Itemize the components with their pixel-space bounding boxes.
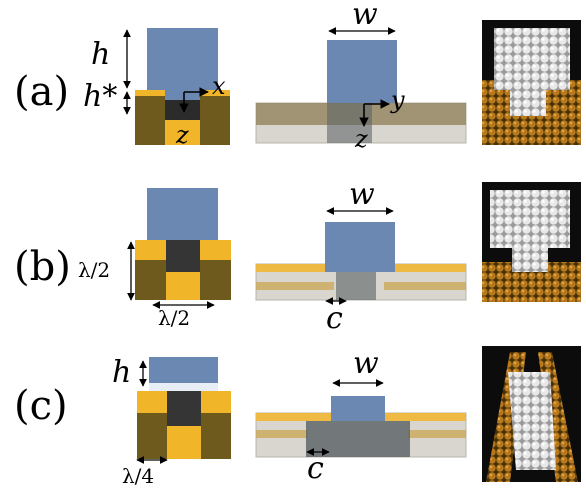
block-b1	[147, 188, 218, 240]
row-label-c: (c)	[14, 383, 68, 429]
w-label-c: w	[353, 346, 379, 381]
h-label-c: h	[112, 355, 132, 390]
w-label-b: w	[349, 177, 375, 212]
row-a-channel-view	[123, 28, 230, 145]
c-label-c: c	[307, 451, 324, 486]
channel-floor-c1	[167, 426, 201, 459]
block-a2	[327, 40, 397, 103]
row-c-side-view	[255, 379, 467, 458]
block-a1	[147, 28, 218, 100]
channel-floor-a1	[165, 120, 200, 145]
lambda-quarter-label: λ/4	[122, 464, 155, 488]
block-b2	[325, 222, 395, 272]
x-axis-label: x	[212, 72, 226, 100]
left-wall-a1	[135, 90, 165, 145]
row-c-channel-view	[136, 357, 231, 464]
lambda-half-horizontal-label: λ/2	[158, 306, 191, 330]
w-label-a: w	[352, 0, 378, 32]
row-b-channel-view	[127, 188, 231, 309]
row-b-side-view	[255, 207, 467, 305]
row-c-sim-panel	[482, 346, 581, 482]
block-c2	[331, 396, 385, 421]
c-label-b: c	[326, 301, 343, 336]
right-wall-a1	[200, 90, 230, 145]
hstar-label-a: h*	[83, 79, 118, 114]
h-label-a: h	[91, 37, 111, 72]
row-a-sim-panel	[482, 20, 581, 145]
row-b-sim-panel	[482, 182, 581, 302]
z-axis-label: z	[176, 121, 189, 149]
block-c1	[149, 357, 218, 385]
row-label-a: (a)	[14, 69, 70, 115]
y-axis-label: y	[391, 86, 405, 114]
channel-floor-b1	[166, 272, 200, 300]
lambda-half-vertical-label: λ/2	[78, 258, 111, 282]
row-a-side-view	[255, 27, 467, 144]
row-label-b: (b)	[14, 244, 71, 290]
z-axis-label-2: z	[355, 125, 368, 153]
